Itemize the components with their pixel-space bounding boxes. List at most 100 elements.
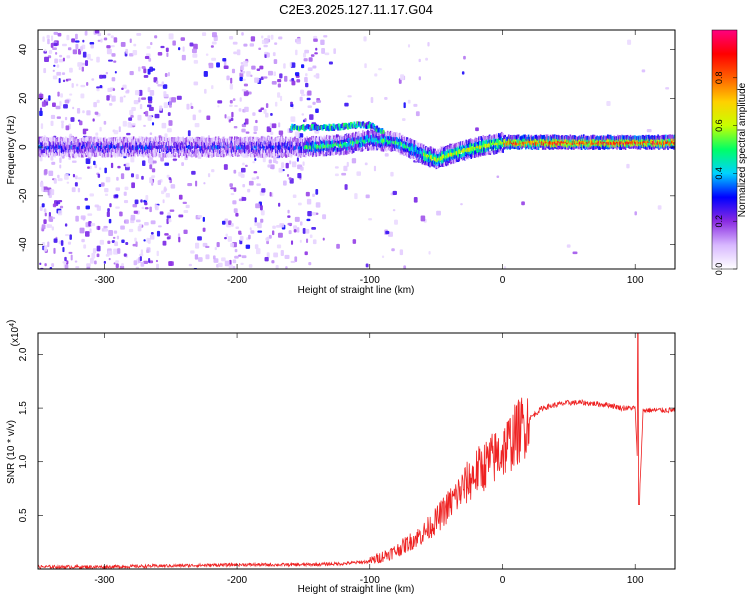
spectrogram-noise-cell xyxy=(166,215,172,219)
spectrogram-ridge-cell xyxy=(142,146,144,151)
spectrogram-noise-cell xyxy=(133,260,138,266)
spectrogram-noise-cell xyxy=(657,205,662,210)
spectrogram-noise-cell xyxy=(124,186,129,191)
spectrogram-ridge-cell xyxy=(430,146,432,151)
spectrogram-noise-cell xyxy=(183,209,189,214)
spectrogram-noise-cell xyxy=(260,210,265,216)
spectrogram-ridge-cell xyxy=(305,138,308,143)
spectrogram-noise-cell xyxy=(130,173,135,178)
spectrogram-noise-cell xyxy=(195,242,200,249)
spectrogram-noise-cell xyxy=(285,266,288,269)
spectrogram-noise-cell xyxy=(238,254,242,257)
spectrogram-ridge-cell xyxy=(580,146,583,151)
spectrogram-ridge-cell xyxy=(447,161,449,166)
spectrogram-ridge-cell xyxy=(234,148,236,153)
spectrogram-ridge-cell xyxy=(408,147,411,152)
spectrogram-noise-cell xyxy=(229,83,234,90)
spectrogram-ridge-cell xyxy=(386,138,388,143)
spectrogram-noise-cell xyxy=(224,114,227,119)
spectrogram-ridge-cell xyxy=(260,150,262,155)
spectrogram-noise-cell xyxy=(322,214,327,220)
spectrogram-ridge-cell xyxy=(270,136,273,141)
spectrogram-ridge-cell xyxy=(369,135,372,140)
spectrogram-ridge-cell xyxy=(348,150,350,155)
spectrogram-noise-cell xyxy=(264,38,269,44)
spectrogram-noise-cell xyxy=(43,67,47,74)
spectrogram-ridge-cell xyxy=(108,149,110,154)
spectrogram-ridge-cell xyxy=(467,155,470,160)
spectrogram-noise-cell xyxy=(39,262,42,266)
spectrogram-noise-cell xyxy=(156,230,161,237)
spectrogram-noise-cell xyxy=(65,260,69,265)
spectrogram-ridge-cell xyxy=(464,142,466,147)
spectrogram-noise-cell xyxy=(390,171,394,177)
spectrogram-noise-cell xyxy=(265,103,269,109)
spectrogram-noise-cell xyxy=(180,37,185,41)
spectrogram-noise-cell xyxy=(252,161,256,164)
spectrogram-noise-cell xyxy=(260,107,265,111)
spectrogram-noise-cell xyxy=(116,176,119,181)
spectrogram-noise-cell xyxy=(250,74,253,78)
spectrogram-noise-cell xyxy=(365,263,369,268)
spectrogram-ridge-cell xyxy=(186,136,189,141)
spectrogram-ridge-cell xyxy=(323,152,325,157)
spectrogram-ridge-cell xyxy=(86,142,88,147)
spectrogram-noise-cell xyxy=(241,255,247,259)
spectrogram-noise-cell xyxy=(44,169,48,175)
spectrogram-noise-cell xyxy=(223,60,227,67)
spectrogram-noise-cell xyxy=(290,260,296,263)
spectrogram-noise-cell xyxy=(69,234,72,240)
spectrogram-noise-cell xyxy=(312,101,316,105)
spectrogram-noise-cell xyxy=(271,80,277,85)
spectrogram-noise-cell xyxy=(117,248,121,254)
spectrogram-noise-cell xyxy=(240,262,244,266)
spectrogram-noise-cell xyxy=(59,205,64,209)
spectrogram-ridge-cell xyxy=(437,161,439,166)
spectrogram-ridge-cell xyxy=(259,144,262,149)
spectrogram-noise-cell xyxy=(103,120,107,125)
spectrogram-noise-cell xyxy=(72,49,78,55)
spectrogram-noise-cell xyxy=(60,120,65,124)
spectrogram-noise-cell xyxy=(54,58,58,64)
spectrogram-ridge-cell xyxy=(385,147,388,152)
spectrogram-ridge-cell xyxy=(84,149,86,154)
spectrogram-noise-cell xyxy=(113,230,118,234)
spectrogram-noise-cell xyxy=(248,180,254,186)
spectrogram-ridge-cell xyxy=(44,153,46,158)
spectrogram-ridge-cell xyxy=(257,137,260,142)
spectrogram-noise-cell xyxy=(130,214,136,221)
spectrogram-noise-cell xyxy=(41,241,45,247)
spectrogram-noise-cell xyxy=(134,90,140,96)
spectrogram-noise-cell xyxy=(280,250,284,256)
spectrogram-noise-cell xyxy=(262,156,266,163)
spectrogram-noise-cell xyxy=(77,177,82,180)
spectrogram-ridge-cell xyxy=(95,145,97,150)
spectrogram-noise-cell xyxy=(75,215,79,222)
spectrogram-noise-cell xyxy=(232,265,236,269)
spectrogram-noise-cell xyxy=(145,194,149,201)
spectrogram-noise-cell xyxy=(96,245,101,252)
spectrogram-noise-cell xyxy=(57,32,62,37)
spectrogram-noise-cell xyxy=(503,266,507,269)
spectrogram-noise-cell xyxy=(155,204,159,211)
spectrogram-noise-cell xyxy=(98,167,102,171)
spectrogram-noise-cell xyxy=(119,96,124,103)
spectrogram-ridge-cell xyxy=(492,148,494,153)
spectrogram-noise-cell xyxy=(141,175,144,180)
spectrogram-ridge-cell xyxy=(183,151,186,156)
spectrogram-noise-cell xyxy=(238,108,242,112)
spectrogram-noise-cell xyxy=(239,235,244,241)
spectrogram-noise-cell xyxy=(316,100,322,103)
spectrogram-noise-cell xyxy=(287,222,293,226)
spectrogram-noise-cell xyxy=(114,194,119,198)
spectrogram-ridge-cell xyxy=(206,142,209,147)
spectrogram-noise-cell xyxy=(68,156,72,160)
spectrogram-noise-cell xyxy=(81,238,85,243)
spectrogram-noise-cell xyxy=(130,156,135,163)
spectrogram-noise-cell xyxy=(213,258,219,263)
spectrogram-ridge-cell xyxy=(127,148,130,153)
spectrogram-noise-cell xyxy=(304,49,310,54)
spectrogram-noise-cell xyxy=(49,266,53,269)
spectrogram-ridge-cell xyxy=(193,142,196,147)
spectrogram-noise-cell xyxy=(244,164,248,167)
